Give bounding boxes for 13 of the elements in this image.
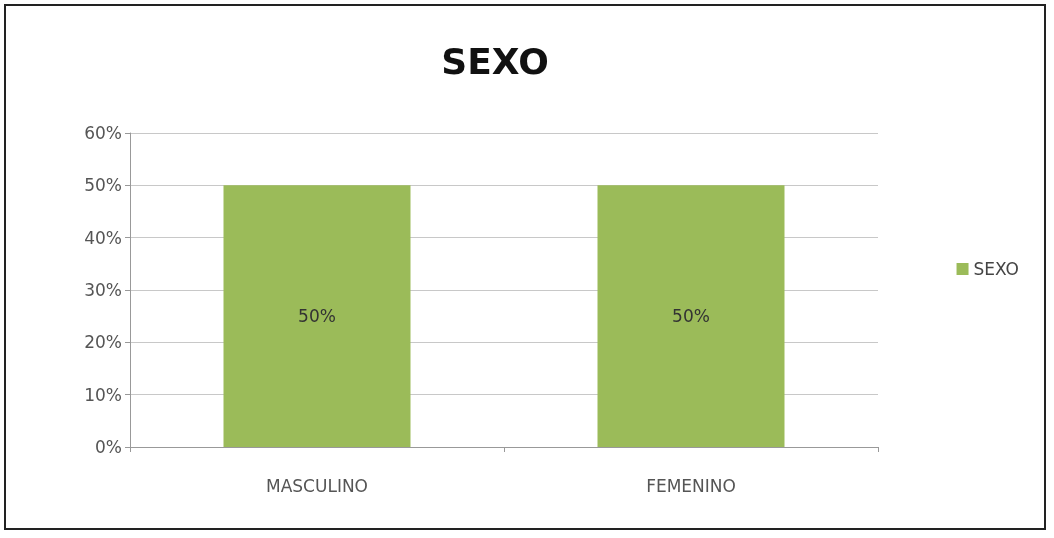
chart-title: SEXO (441, 40, 549, 82)
data-label: 50% (672, 306, 710, 327)
y-tick-label: 50% (84, 175, 122, 196)
x-tick-label: MASCULINO (266, 475, 368, 496)
y-tick-label: 40% (84, 227, 122, 248)
y-tick-label: 60% (84, 123, 122, 143)
legend-label: SEXO (973, 259, 1020, 279)
y-tick-label: 30% (84, 280, 122, 300)
y-tick-label: 0% (95, 437, 122, 457)
y-tick-label: 10% (84, 384, 122, 405)
data-label: 50% (298, 306, 336, 327)
y-tick-label: 20% (84, 332, 122, 353)
x-tick-label: FEMENINO (646, 475, 736, 496)
